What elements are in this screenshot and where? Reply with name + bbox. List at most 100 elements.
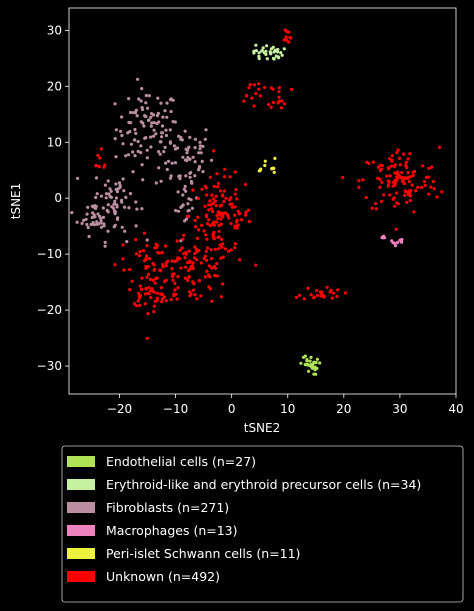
point-unknown xyxy=(387,166,391,170)
point-fibroblasts xyxy=(123,205,127,209)
point-unknown xyxy=(209,207,214,211)
point-unknown xyxy=(197,228,201,232)
point-unknown xyxy=(137,291,141,295)
point-unknown xyxy=(234,187,238,192)
point-unknown xyxy=(378,177,382,181)
point-fibroblasts xyxy=(114,182,118,186)
point-fibroblasts xyxy=(149,115,153,119)
point-unknown xyxy=(269,105,273,109)
point-fibroblasts xyxy=(134,108,138,112)
point-fibroblasts xyxy=(164,128,168,132)
point-endothelial-cells xyxy=(301,355,306,359)
point-unknown xyxy=(396,148,400,152)
point-unknown xyxy=(233,246,237,250)
point-unknown xyxy=(244,182,248,187)
point-unknown xyxy=(336,288,340,292)
point-unknown xyxy=(283,102,287,106)
point-fibroblasts xyxy=(146,118,150,122)
point-unknown xyxy=(155,296,159,300)
point-unknown xyxy=(122,268,126,272)
y-tick-label: 20 xyxy=(47,79,62,93)
point-unknown xyxy=(144,265,148,269)
point-unknown xyxy=(258,94,262,98)
point-fibroblasts xyxy=(165,115,169,119)
point-fibroblasts xyxy=(133,154,137,158)
point-fibroblasts xyxy=(140,87,144,91)
point-unknown xyxy=(161,265,165,269)
point-erythroid-like-and-erythroid-precursor-cells xyxy=(254,43,258,47)
point-fibroblasts xyxy=(70,211,74,215)
point-unknown xyxy=(412,210,416,214)
point-unknown xyxy=(233,213,237,217)
point-unknown xyxy=(191,280,195,284)
point-unknown xyxy=(282,38,286,42)
point-fibroblasts xyxy=(95,192,99,196)
point-unknown xyxy=(193,256,197,260)
point-unknown xyxy=(430,165,434,169)
point-unknown xyxy=(219,256,223,260)
point-fibroblasts xyxy=(134,131,138,135)
point-unknown xyxy=(423,183,427,187)
point-unknown xyxy=(277,95,281,99)
point-fibroblasts xyxy=(115,190,119,194)
point-fibroblasts xyxy=(94,176,99,180)
point-unknown xyxy=(404,160,408,164)
point-fibroblasts xyxy=(193,137,197,141)
legend-swatch xyxy=(67,479,95,490)
point-unknown xyxy=(357,179,361,183)
point-unknown xyxy=(247,86,251,90)
point-fibroblasts xyxy=(99,194,103,198)
point-fibroblasts xyxy=(167,159,171,163)
y-tick-label: −30 xyxy=(37,359,62,373)
point-unknown xyxy=(403,189,407,194)
point-fibroblasts xyxy=(204,128,208,132)
point-unknown xyxy=(254,263,258,267)
point-unknown xyxy=(230,205,234,209)
point-fibroblasts xyxy=(135,114,139,118)
point-fibroblasts xyxy=(163,145,167,149)
point-fibroblasts xyxy=(198,144,202,148)
point-fibroblasts xyxy=(144,115,148,119)
point-unknown xyxy=(157,251,162,255)
point-endothelial-cells xyxy=(309,355,313,359)
point-unknown xyxy=(191,266,195,271)
point-unknown xyxy=(329,288,333,292)
point-erythroid-like-and-erythroid-precursor-cells xyxy=(271,45,275,49)
point-unknown xyxy=(188,260,192,264)
point-fibroblasts xyxy=(112,202,116,206)
point-fibroblasts xyxy=(159,101,163,105)
point-unknown xyxy=(376,165,380,169)
point-unknown xyxy=(209,248,213,252)
point-fibroblasts xyxy=(124,195,128,199)
point-fibroblasts xyxy=(133,138,137,142)
point-fibroblasts xyxy=(183,129,187,133)
point-fibroblasts xyxy=(186,209,190,213)
point-unknown xyxy=(395,175,399,179)
x-tick-label: −20 xyxy=(107,402,132,416)
point-unknown xyxy=(147,292,151,296)
point-fibroblasts xyxy=(92,223,96,227)
point-unknown xyxy=(153,281,157,285)
point-unknown xyxy=(202,229,206,233)
point-fibroblasts xyxy=(185,151,189,155)
point-unknown xyxy=(212,220,216,224)
point-unknown xyxy=(427,166,431,170)
point-fibroblasts xyxy=(116,216,120,220)
point-unknown xyxy=(102,165,106,169)
point-fibroblasts xyxy=(160,135,164,139)
point-unknown xyxy=(215,185,220,189)
point-fibroblasts xyxy=(137,97,141,101)
point-unknown xyxy=(152,290,156,294)
point-unknown xyxy=(257,82,261,86)
point-fibroblasts xyxy=(190,206,194,210)
point-unknown xyxy=(185,214,189,219)
point-unknown xyxy=(199,294,203,298)
point-unknown xyxy=(398,163,402,167)
point-unknown xyxy=(263,85,267,89)
point-unknown xyxy=(147,256,152,261)
point-unknown xyxy=(207,208,211,212)
point-unknown xyxy=(180,246,184,250)
point-endothelial-cells xyxy=(314,372,318,376)
point-unknown xyxy=(206,246,210,250)
plot-frame xyxy=(68,7,457,395)
